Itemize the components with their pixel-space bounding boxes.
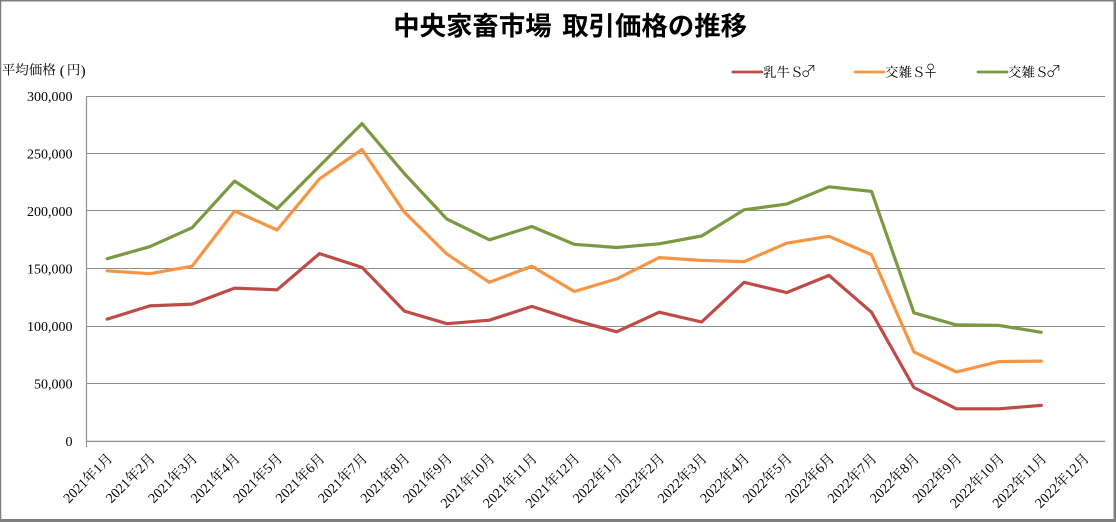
svg-text:200,000: 200,000 <box>27 205 73 220</box>
svg-text:(: ( <box>60 64 65 80</box>
svg-text:0: 0 <box>66 435 73 450</box>
svg-text:300,000: 300,000 <box>27 90 73 105</box>
svg-text:150,000: 150,000 <box>27 263 73 278</box>
svg-text:50,000: 50,000 <box>34 378 73 393</box>
svg-text:): ) <box>81 64 86 80</box>
svg-text:250,000: 250,000 <box>27 148 73 163</box>
svg-text:100,000: 100,000 <box>27 320 73 335</box>
